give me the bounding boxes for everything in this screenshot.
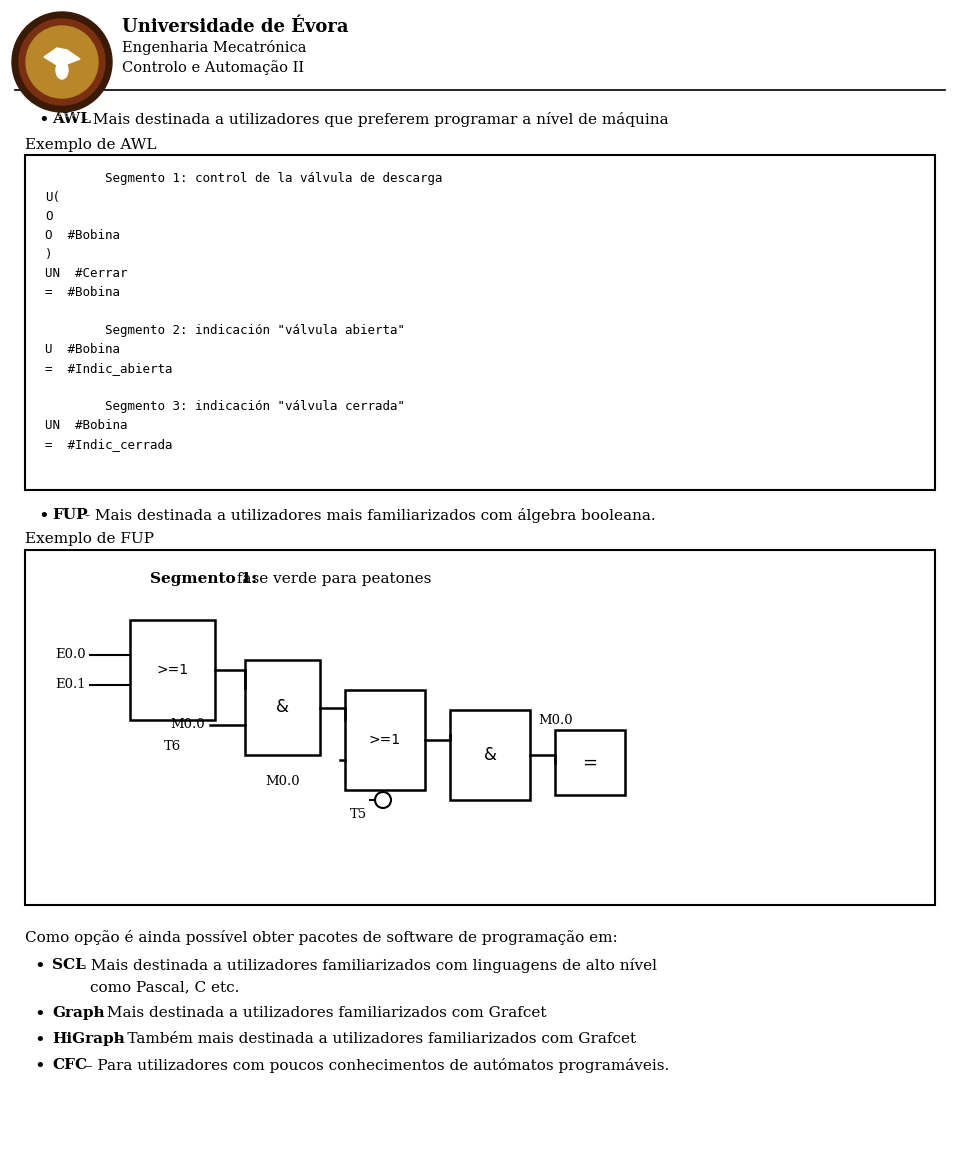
Text: ): ) <box>45 248 53 261</box>
Bar <box>130 620 215 720</box>
Text: =: = <box>583 753 597 772</box>
Text: UN  #Cerrar: UN #Cerrar <box>45 267 128 279</box>
Text: •: • <box>34 958 45 976</box>
Circle shape <box>26 26 98 98</box>
Text: T5: T5 <box>350 808 367 821</box>
Text: Segmento 1: control de la válvula de descarga: Segmento 1: control de la válvula de des… <box>45 172 443 185</box>
Text: Exemplo de AWL: Exemplo de AWL <box>25 138 156 152</box>
Text: Como opção é ainda possível obter pacotes de software de programação em:: Como opção é ainda possível obter pacote… <box>25 930 617 945</box>
Polygon shape <box>44 48 80 66</box>
Text: - Mais destinada a utilizadores mais familiarizados com álgebra booleana.: - Mais destinada a utilizadores mais fam… <box>80 508 656 523</box>
Text: UNIVERSIDADE: UNIVERSIDADE <box>43 3 81 9</box>
Text: Segmento 1:: Segmento 1: <box>150 572 257 586</box>
Text: Exemplo de FUP: Exemplo de FUP <box>25 532 154 546</box>
Circle shape <box>19 20 105 105</box>
Text: •: • <box>38 508 49 526</box>
Text: - Mais destinada a utilizadores que preferem programar a nível de máquina: - Mais destinada a utilizadores que pref… <box>78 112 668 126</box>
Text: FUP: FUP <box>52 508 87 522</box>
Bar <box>555 730 625 795</box>
Text: Graph: Graph <box>52 1006 105 1020</box>
Text: SCL: SCL <box>52 958 85 972</box>
Text: Universidade de Évora: Universidade de Évora <box>122 18 348 36</box>
Text: UN  #Bobina: UN #Bobina <box>45 419 128 432</box>
Bar <box>245 660 320 756</box>
Text: Segmento 2: indicación "válvula abierta": Segmento 2: indicación "válvula abierta" <box>45 324 405 337</box>
Bar <box>25 550 935 905</box>
Bar <box>25 155 935 490</box>
Text: O: O <box>45 210 53 223</box>
Text: como Pascal, C etc.: como Pascal, C etc. <box>90 980 239 994</box>
Text: - Mais destinada a utilizadores familiarizados com linguagens de alto nível: - Mais destinada a utilizadores familiar… <box>76 958 657 973</box>
Text: – Para utilizadores com poucos conhecimentos de autómatos programáveis.: – Para utilizadores com poucos conhecime… <box>80 1058 669 1073</box>
Text: CFC: CFC <box>52 1058 87 1072</box>
Text: =  #Indic_cerrada: = #Indic_cerrada <box>45 438 173 451</box>
Text: •: • <box>38 112 49 130</box>
Text: U  #Bobina: U #Bobina <box>45 343 120 356</box>
Text: &: & <box>484 746 496 764</box>
Circle shape <box>12 12 112 112</box>
Bar <box>450 710 530 800</box>
Text: >=1: >=1 <box>156 664 188 677</box>
Text: =  #Indic_abierta: = #Indic_abierta <box>45 362 173 375</box>
Text: O  #Bobina: O #Bobina <box>45 229 120 242</box>
Text: AWL: AWL <box>52 112 91 126</box>
Text: •: • <box>34 1058 45 1076</box>
Text: U(: U( <box>45 191 60 204</box>
Text: >=1: >=1 <box>369 733 401 748</box>
Text: Engenharia Mecatrónica: Engenharia Mecatrónica <box>122 40 306 55</box>
Text: DE ÉVORA: DE ÉVORA <box>50 113 75 118</box>
Text: M0.0: M0.0 <box>538 713 572 727</box>
Text: fase verde para peatones: fase verde para peatones <box>232 572 431 586</box>
Ellipse shape <box>56 61 68 79</box>
Text: M0.0: M0.0 <box>265 775 300 788</box>
Text: •: • <box>34 1006 45 1024</box>
Text: E0.1: E0.1 <box>55 678 85 691</box>
Text: M0.0: M0.0 <box>170 719 205 731</box>
Text: =  #Bobina: = #Bobina <box>45 286 120 299</box>
Text: Controlo e Automação II: Controlo e Automação II <box>122 60 304 75</box>
Text: HiGraph: HiGraph <box>52 1032 125 1046</box>
Text: Segmento 3: indicación "válvula cerrada": Segmento 3: indicación "válvula cerrada" <box>45 400 405 413</box>
Text: E0.0: E0.0 <box>55 649 85 661</box>
Bar <box>345 690 425 790</box>
Text: •: • <box>34 1032 45 1050</box>
Text: &: & <box>276 698 289 716</box>
Text: – Também mais destinada a utilizadores familiarizados com Grafcet: – Também mais destinada a utilizadores f… <box>110 1032 636 1046</box>
Text: - Mais destinada a utilizadores familiarizados com Grafcet: - Mais destinada a utilizadores familiar… <box>92 1006 546 1020</box>
Text: T6: T6 <box>164 739 181 753</box>
